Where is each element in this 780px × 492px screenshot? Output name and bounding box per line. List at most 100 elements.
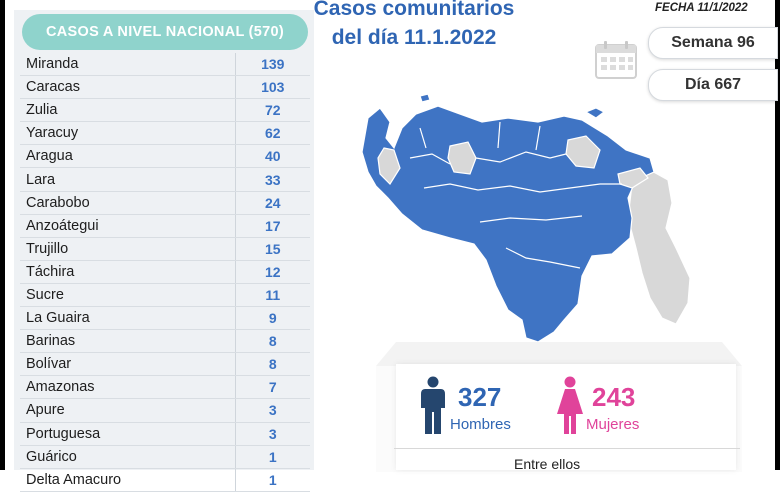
column-separator [234, 376, 236, 399]
map-region-gray-4 [617, 167, 649, 189]
case-count: 8 [268, 333, 277, 350]
case-count: 62 [264, 125, 281, 142]
state-name: Táchira [26, 263, 75, 280]
case-count: 7 [268, 379, 277, 396]
case-count: 9 [268, 310, 277, 327]
state-name: Barinas [26, 333, 76, 350]
state-name: Sucre [26, 286, 64, 303]
date-label: FECHA 11/1/2022 [655, 2, 748, 14]
column-separator [234, 330, 236, 353]
table-row: Guárico 1 [20, 445, 310, 469]
case-count: 40 [264, 148, 281, 165]
state-name: Trujillo [26, 240, 69, 257]
table-row: Sucre 11 [20, 283, 310, 308]
column-separator [234, 145, 236, 168]
table-row: Táchira 12 [20, 260, 310, 284]
mujeres-count: 243 [592, 382, 636, 412]
page-title: Casos comunitarios del día 11.1.2022 [300, 0, 528, 52]
case-count: 72 [264, 102, 281, 119]
case-count: 103 [261, 79, 285, 96]
table-row: Apure 3 [20, 399, 310, 423]
case-count: 1 [268, 448, 277, 465]
table-row: Bolívar 8 [20, 353, 310, 377]
stats-divider [394, 448, 740, 449]
hombres-count: 327 [458, 382, 502, 412]
column-separator [234, 445, 236, 468]
column-separator [234, 422, 236, 445]
table-row: Yaracuy 62 [20, 122, 310, 146]
mujeres-label: Mujeres [586, 416, 640, 433]
case-count: 8 [268, 356, 277, 373]
table-row: Caracas 103 [20, 76, 310, 100]
case-count: 24 [264, 194, 281, 211]
state-name: Zulia [26, 102, 58, 119]
column-separator [234, 122, 236, 145]
column-separator [234, 260, 236, 283]
case-count: 1 [268, 471, 277, 488]
table-row: Portuguesa 3 [20, 422, 310, 446]
woman-icon [557, 376, 583, 434]
table-row: Miranda 139 [20, 53, 310, 77]
entre-ellos-label: Entre ellos [514, 456, 581, 472]
state-name: Bolívar [26, 356, 72, 373]
table-row: La Guaira 9 [20, 307, 310, 331]
table-row: Carabobo 24 [20, 191, 310, 215]
column-separator [234, 76, 236, 99]
calendar-icon [595, 41, 637, 79]
column-separator [234, 214, 236, 237]
case-count: 17 [264, 217, 281, 234]
day-badge: Día 667 [648, 69, 778, 101]
state-name: Carabobo [26, 194, 90, 211]
map-island-margarita [584, 107, 606, 119]
state-name: Yaracuy [26, 125, 79, 142]
map-region-gray-3 [377, 147, 401, 185]
table-row: Amazonas 7 [20, 376, 310, 400]
case-count: 15 [264, 240, 281, 257]
case-count: 12 [264, 263, 281, 280]
state-name: Lara [26, 171, 56, 188]
title-line2: del día 11.1.2022 [331, 26, 497, 49]
column-separator [234, 237, 236, 260]
title-line1: Casos comunitarios [313, 0, 515, 20]
state-name: Amazonas [26, 379, 95, 396]
state-name: Guárico [26, 448, 77, 465]
man-icon [421, 376, 445, 434]
state-name: Anzoátegui [26, 217, 99, 234]
map-region-main [361, 105, 655, 343]
table-row: Aragua 40 [20, 145, 310, 169]
state-name: Portuguesa [26, 425, 101, 442]
right-border [775, 0, 780, 470]
column-separator [234, 53, 236, 76]
case-count: 11 [265, 286, 281, 303]
column-separator [234, 307, 236, 330]
table-row: Barinas 8 [20, 330, 310, 354]
week-badge: Semana 96 [648, 27, 778, 59]
state-name: Apure [26, 402, 65, 419]
column-separator [234, 191, 236, 214]
column-separator [234, 168, 236, 191]
case-count: 33 [264, 171, 281, 188]
table-row: Lara 33 [20, 168, 310, 192]
map-region-guayana-esequiba [627, 169, 691, 325]
table-header: CASOS A NIVEL NACIONAL (570) [22, 14, 308, 50]
column-separator [234, 399, 236, 422]
column-separator [234, 353, 236, 376]
column-separator [234, 99, 236, 122]
table-row: Trujillo 15 [20, 237, 310, 261]
state-name: Caracas [26, 79, 80, 96]
header-total: (570) [248, 24, 284, 40]
map-island-small [419, 93, 431, 103]
header-title: CASOS A NIVEL NACIONAL [46, 24, 245, 40]
case-count: 139 [261, 56, 285, 73]
table-row: Anzoátegui 17 [20, 214, 310, 238]
state-name: La Guaira [26, 310, 90, 327]
cases-table: Miranda 139 Caracas 103 Zulia 72 Yaracuy 62 Arag… [20, 53, 310, 492]
state-name: Delta Amacuro [26, 471, 122, 488]
case-count: 3 [268, 425, 277, 442]
table-row: Zulia 72 [20, 99, 310, 123]
column-separator [234, 283, 236, 307]
venezuela-map [361, 93, 691, 343]
state-name: Aragua [26, 148, 73, 165]
table-row: Delta Amacuro 1 [20, 468, 310, 492]
state-name: Miranda [26, 56, 79, 73]
